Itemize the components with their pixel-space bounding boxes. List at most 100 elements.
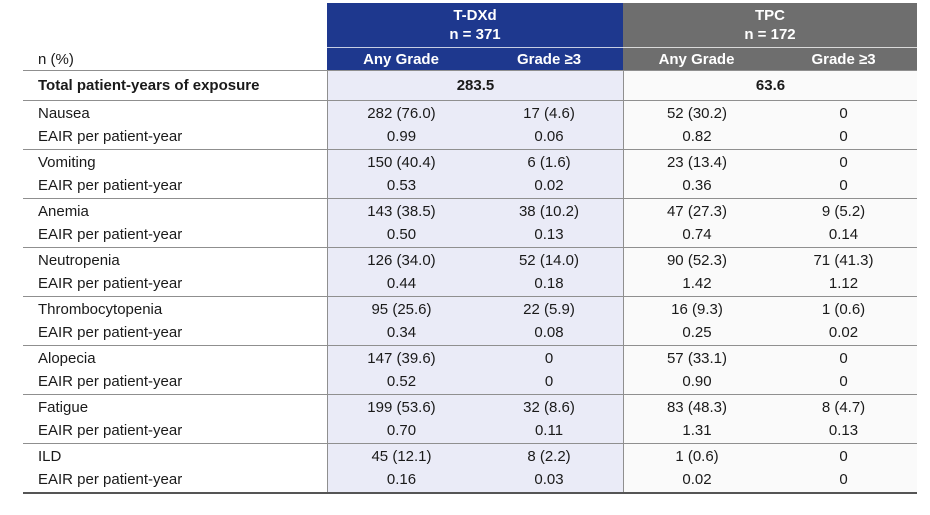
value: 57 (33.1)	[666, 350, 728, 367]
value: 143 (38.5)	[367, 203, 436, 220]
table-row-thrombocytopenia: Thrombocytopenia EAIR per patient-year 9…	[23, 296, 917, 345]
value: 32 (8.6)	[523, 399, 575, 416]
eair-value: 0.18	[534, 275, 564, 292]
tdxd-grade3-cell: 38 (10.2) 0.13	[475, 199, 623, 247]
tdxd-anygrade-cell: 143 (38.5) 0.50	[327, 199, 475, 247]
tdxd-grade3-cell: 52 (14.0) 0.18	[475, 248, 623, 296]
tdxd-group-n: n = 371	[449, 26, 501, 43]
tdxd-anygrade-cell: 126 (34.0) 0.44	[327, 248, 475, 296]
exposure-label: Total patient-years of exposure	[38, 77, 260, 94]
eair-value: 1.31	[682, 422, 712, 439]
eair-value: 0.02	[534, 177, 564, 194]
value: 1 (0.6)	[821, 301, 866, 318]
eair-value: 0.70	[386, 422, 417, 439]
table-row-ild: ILD EAIR per patient-year 45 (12.1) 0.16…	[23, 443, 917, 492]
exposure-row: Total patient-years of exposure 283.5 63…	[23, 70, 917, 100]
tdxd-anygrade-cell: 95 (25.6) 0.34	[327, 297, 475, 345]
tpc-anygrade-cell: 23 (13.4) 0.36	[623, 150, 770, 198]
ae-label-cell: Nausea EAIR per patient-year	[23, 101, 327, 149]
eair-value: 0.14	[828, 226, 859, 243]
ae-name: Fatigue	[38, 399, 89, 416]
tdxd-grade3-cell: 22 (5.9) 0.08	[475, 297, 623, 345]
ae-label-cell: Anemia EAIR per patient-year	[23, 199, 327, 247]
eair-value: 0.03	[534, 471, 564, 488]
ae-name: Alopecia	[38, 350, 96, 367]
value: 22 (5.9)	[523, 301, 575, 318]
table-row-neutropenia: Neutropenia EAIR per patient-year 126 (3…	[23, 247, 917, 296]
eair-value: 0.36	[682, 177, 712, 194]
eair-value: 0.13	[828, 422, 859, 439]
value: 1 (0.6)	[675, 448, 719, 465]
value: 6 (1.6)	[527, 154, 571, 171]
table-row-alopecia: Alopecia EAIR per patient-year 147 (39.6…	[23, 345, 917, 394]
table-row-anemia: Anemia EAIR per patient-year 143 (38.5) …	[23, 198, 917, 247]
eair-value: 0.34	[386, 324, 417, 341]
eair-label: EAIR per patient-year	[38, 471, 183, 488]
value: 126 (34.0)	[367, 252, 436, 269]
eair-value: 0.52	[386, 373, 417, 390]
value: 0	[839, 154, 848, 171]
eair-value: 0	[839, 177, 848, 194]
tdxd-anygrade-cell: 199 (53.6) 0.70	[327, 395, 475, 443]
eair-value: 1.42	[682, 275, 712, 292]
eair-label: EAIR per patient-year	[38, 226, 183, 243]
value: 45 (12.1)	[371, 448, 432, 465]
eair-value: 0	[544, 373, 554, 390]
tpc-group-n: n = 172	[744, 26, 796, 43]
tpc-anygrade-cell: 90 (52.3) 1.42	[623, 248, 770, 296]
eair-value: 0.44	[386, 275, 417, 292]
tpc-grade3-header: Grade ≥3	[770, 47, 917, 70]
value: 282 (76.0)	[367, 105, 436, 122]
eair-label: EAIR per patient-year	[38, 422, 183, 439]
table-row-vomiting: Vomiting EAIR per patient-year 150 (40.4…	[23, 149, 917, 198]
ae-name: Nausea	[38, 105, 90, 122]
tdxd-anygrade-header: Any Grade	[327, 47, 475, 70]
tpc-anygrade-cell: 16 (9.3) 0.25	[623, 297, 770, 345]
eair-value: 0.02	[828, 324, 859, 341]
value: 47 (27.3)	[666, 203, 728, 220]
tdxd-group-name: T-DXd	[453, 7, 497, 24]
eair-label: EAIR per patient-year	[38, 324, 183, 341]
tpc-grade3-cell: 71 (41.3) 1.12	[770, 248, 917, 296]
ae-safety-table: T-DXd n = 371 TPC n = 172 n (%) Any Grad…	[23, 3, 917, 494]
tdxd-anygrade-cell: 282 (76.0) 0.99	[327, 101, 475, 149]
group-header-row: T-DXd n = 371 TPC n = 172	[23, 3, 917, 47]
ae-label-cell: Vomiting EAIR per patient-year	[23, 150, 327, 198]
ae-label-cell: ILD EAIR per patient-year	[23, 444, 327, 492]
subcolumn-header-row: n (%) Any Grade Grade ≥3 Any Grade Grade…	[23, 47, 917, 70]
value: 52 (14.0)	[518, 252, 580, 269]
eair-value: 0.08	[534, 324, 564, 341]
ae-name: ILD	[38, 448, 62, 465]
eair-value: 0.11	[534, 422, 564, 439]
value: 0	[839, 448, 848, 465]
value: 83 (48.3)	[666, 399, 728, 416]
tpc-anygrade-cell: 57 (33.1) 0.90	[623, 346, 770, 394]
eair-value: 0.02	[682, 471, 712, 488]
eair-value: 0.50	[386, 226, 417, 243]
value: 150 (40.4)	[367, 154, 436, 171]
tdxd-exposure-value: 283.5	[327, 71, 623, 100]
table-row-nausea: Nausea EAIR per patient-year 282 (76.0) …	[23, 100, 917, 149]
eair-value: 0.13	[534, 226, 564, 243]
corner-label: n (%)	[23, 47, 327, 70]
ae-label-cell: Thrombocytopenia EAIR per patient-year	[23, 297, 327, 345]
value: 71 (41.3)	[813, 252, 874, 269]
eair-label: EAIR per patient-year	[38, 128, 183, 145]
tdxd-grade3-cell: 32 (8.6) 0.11	[475, 395, 623, 443]
value: 9 (5.2)	[821, 203, 866, 220]
ae-name: Anemia	[38, 203, 89, 220]
value: 90 (52.3)	[666, 252, 728, 269]
value: 17 (4.6)	[523, 105, 575, 122]
eair-value: 0	[839, 373, 848, 390]
value: 0	[839, 105, 848, 122]
value: 8 (4.7)	[821, 399, 866, 416]
tpc-anygrade-header: Any Grade	[623, 47, 770, 70]
eair-value: 0	[839, 471, 848, 488]
eair-value: 0.16	[386, 471, 417, 488]
ae-name: Thrombocytopenia	[38, 301, 163, 318]
tdxd-grade3-cell: 6 (1.6) 0.02	[475, 150, 623, 198]
eair-value: 0.06	[534, 128, 564, 145]
value: 23 (13.4)	[666, 154, 728, 171]
tdxd-anygrade-cell: 45 (12.1) 0.16	[327, 444, 475, 492]
ae-name: Vomiting	[38, 154, 96, 171]
